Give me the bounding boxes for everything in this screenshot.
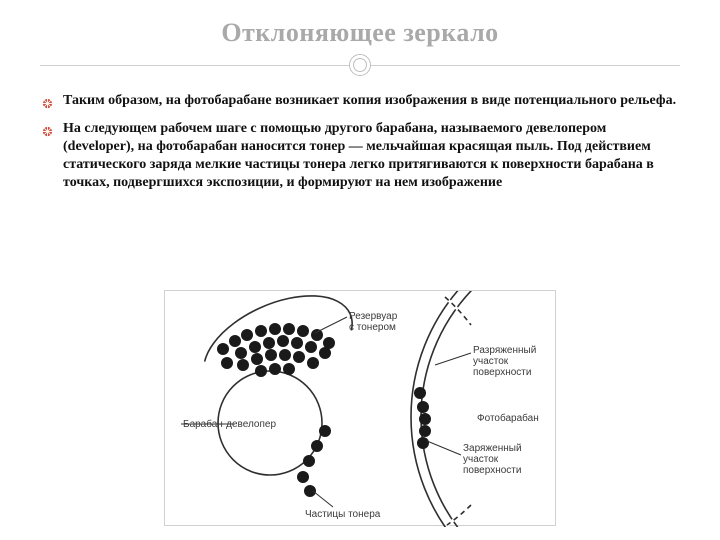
- title-ring-icon: [349, 54, 371, 76]
- label-discharged: Разряженный участок поверхности: [473, 345, 536, 378]
- bullet-item: Таким образом, на фотобарабане возникает…: [42, 92, 678, 114]
- bullet-text: Таким образом, на фотобарабане возникает…: [63, 92, 676, 114]
- slide-title: Отклоняющее зеркало: [40, 18, 680, 48]
- label-photodrum: Фотобарабан: [477, 413, 539, 424]
- label-reservoir: Резервуар с тонером: [349, 311, 397, 333]
- label-charged: Заряженный участок поверхности: [463, 443, 522, 476]
- bullet-item: На следующем рабочем шаге с помощью друг…: [42, 120, 678, 192]
- body-text: Таким образом, на фотобарабане возникает…: [40, 92, 680, 192]
- bullet-icon: [42, 124, 53, 192]
- bullet-text: На следующем рабочем шаге с помощью друг…: [63, 120, 678, 192]
- title-underline: [40, 54, 680, 78]
- slide: Отклоняющее зеркало Таким образом, на фо…: [0, 0, 720, 540]
- bullet-icon: [42, 96, 53, 114]
- label-toner-particles: Частицы тонера: [305, 509, 380, 520]
- toner-diagram: Резервуар с тонером Барабан-девелопер Ча…: [164, 290, 556, 526]
- label-developer-drum: Барабан-девелопер: [183, 419, 276, 430]
